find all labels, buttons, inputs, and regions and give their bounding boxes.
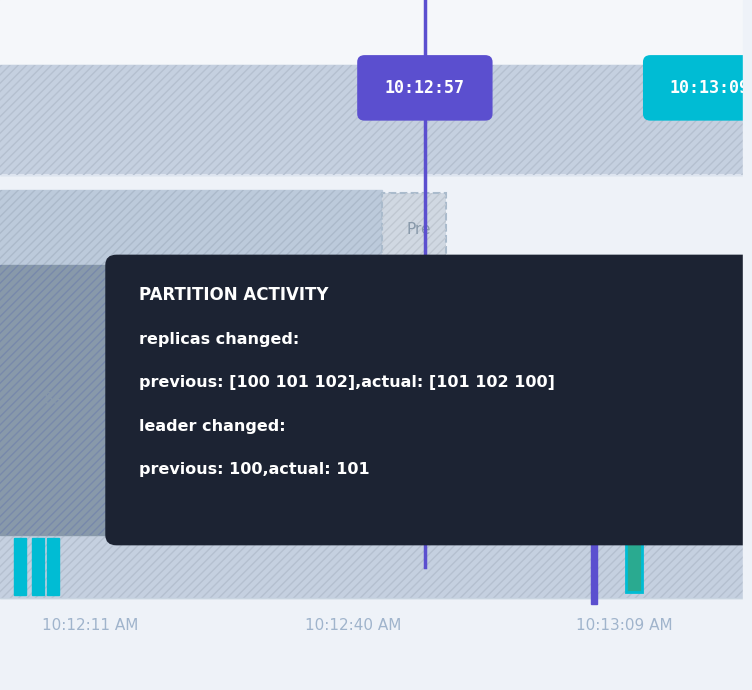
FancyBboxPatch shape xyxy=(382,193,446,267)
FancyBboxPatch shape xyxy=(626,541,642,592)
Bar xyxy=(159,275,164,355)
Bar xyxy=(0,265,117,535)
Text: Pre: Pre xyxy=(406,222,431,237)
FancyBboxPatch shape xyxy=(105,255,752,545)
Bar xyxy=(0,190,382,270)
Bar xyxy=(0,65,752,175)
FancyBboxPatch shape xyxy=(643,55,752,121)
Text: PARTITION ACTIVITY: PARTITION ACTIVITY xyxy=(139,286,329,304)
Bar xyxy=(0,0,752,65)
Text: previous: [100 101 102],actual: [101 102 100]: previous: [100 101 102],actual: [101 102… xyxy=(139,375,555,390)
Bar xyxy=(162,275,752,355)
Bar xyxy=(0,265,117,535)
Bar xyxy=(0,535,752,598)
Text: 10:12:40 AM: 10:12:40 AM xyxy=(305,618,402,633)
Bar xyxy=(32,538,44,595)
Bar xyxy=(0,639,752,690)
Bar xyxy=(47,538,59,595)
Text: replicas changed:: replicas changed: xyxy=(139,331,299,346)
FancyBboxPatch shape xyxy=(357,55,493,121)
Bar xyxy=(0,190,382,270)
Text: previous: 100,actual: 101: previous: 100,actual: 101 xyxy=(139,462,370,477)
Bar xyxy=(743,0,752,690)
Bar xyxy=(0,65,752,175)
Bar xyxy=(0,535,752,598)
Text: 8s: 8s xyxy=(44,393,62,408)
Bar xyxy=(0,275,162,355)
Text: 10:12:57: 10:12:57 xyxy=(385,79,465,97)
Bar xyxy=(382,193,446,267)
Text: Check Partitions: Check Partitions xyxy=(177,302,342,320)
Text: leader changed:: leader changed: xyxy=(139,419,286,433)
Text: 10:13:09: 10:13:09 xyxy=(670,79,750,97)
Text: 10:12:11 AM: 10:12:11 AM xyxy=(42,618,138,633)
Bar xyxy=(591,529,597,604)
Bar xyxy=(14,538,26,595)
Text: 10:13:09 AM: 10:13:09 AM xyxy=(576,618,672,633)
